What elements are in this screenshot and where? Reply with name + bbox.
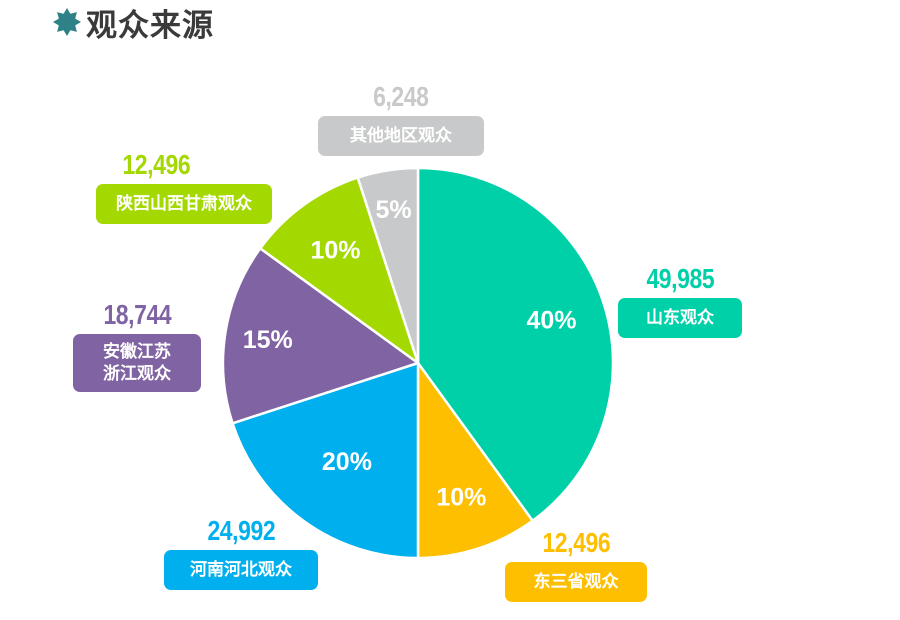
pie-slice-henan-hebei bbox=[231, 361, 420, 560]
value-shandong: 49,985 bbox=[646, 263, 714, 294]
percent-label-shandong: 40% bbox=[527, 307, 577, 335]
percent-label-anhui-jiangsu-zhejiang: 15% bbox=[243, 326, 293, 354]
value-henan-hebei: 24,992 bbox=[207, 515, 275, 546]
callout-henan-hebei: 24,992 河南河北观众 bbox=[164, 516, 318, 590]
value-anhui-jiangsu-zhejiang: 18,744 bbox=[103, 299, 171, 330]
label-shandong: 山东观众 bbox=[618, 298, 742, 338]
percent-label-other-regions: 5% bbox=[376, 196, 412, 224]
label-line-1: 安徽江苏 bbox=[103, 342, 171, 362]
label-line-2: 浙江观众 bbox=[103, 364, 171, 384]
value-other-regions: 6,248 bbox=[373, 81, 429, 112]
label-shaanxi-shanxi-gansu: 陕西山西甘肃观众 bbox=[96, 184, 272, 224]
chart-title: 观众来源 bbox=[52, 2, 214, 44]
pie-slice-dongsansheng bbox=[416, 361, 534, 560]
value-dongsansheng: 12,496 bbox=[542, 527, 610, 558]
callout-shandong: 49,985 山东观众 bbox=[618, 264, 742, 338]
label-dongsansheng: 东三省观众 bbox=[505, 562, 647, 602]
label-anhui-jiangsu-zhejiang: 安徽江苏 浙江观众 bbox=[73, 334, 201, 392]
callout-dongsansheng: 12,496 东三省观众 bbox=[505, 528, 647, 602]
percent-label-henan-hebei: 20% bbox=[322, 448, 372, 476]
pie-slice-anhui-jiangsu-zhejiang bbox=[221, 247, 420, 425]
percent-label-dongsansheng: 10% bbox=[436, 484, 486, 512]
title-text: 观众来源 bbox=[86, 7, 214, 44]
star-badge-icon bbox=[53, 8, 81, 36]
percent-label-shaanxi-shanxi-gansu: 10% bbox=[310, 236, 360, 264]
pie-slice-shaanxi-shanxi-gansu bbox=[258, 176, 420, 365]
pie-slice-shandong bbox=[416, 166, 615, 523]
callout-other-regions: 6,248 其他地区观众 bbox=[318, 82, 484, 156]
callout-shaanxi-shanxi-gansu: 12,496 陕西山西甘肃观众 bbox=[96, 150, 272, 224]
pie-slice-other-regions bbox=[356, 166, 420, 365]
label-other-regions: 其他地区观众 bbox=[318, 116, 484, 156]
label-henan-hebei: 河南河北观众 bbox=[164, 550, 318, 590]
value-shaanxi-shanxi-gansu: 12,496 bbox=[122, 149, 190, 180]
callout-anhui-jiangsu-zhejiang: 18,744 安徽江苏 浙江观众 bbox=[73, 300, 201, 392]
